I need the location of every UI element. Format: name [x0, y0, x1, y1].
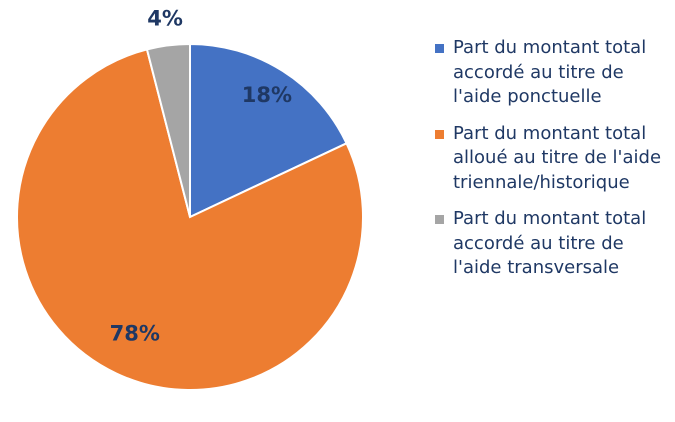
data-label: 18% [242, 83, 292, 107]
legend-item: Part du montant total alloué au titre de… [434, 122, 670, 196]
legend-item: Part du montant total accordé au titre d… [434, 207, 670, 281]
pie-slice [16, 48, 364, 391]
legend-swatch [435, 129, 444, 139]
pie-slice [189, 42, 348, 219]
legend-item: Part du montant total accordé au titre d… [434, 36, 670, 110]
legend: Part du montant total accordé au titre d… [434, 36, 670, 293]
pie-slice [145, 42, 191, 218]
legend-swatch [435, 215, 444, 224]
legend-label: Part du montant total alloué au titre de… [453, 122, 662, 193]
legend-swatch [435, 44, 444, 53]
legend-label: Part du montant total accordé au titre d… [453, 37, 647, 107]
data-label: 4% [147, 7, 183, 31]
pie-area: 18% 78% 4% [16, 7, 364, 391]
data-label: 78% [110, 321, 160, 345]
legend-label: Part du montant total accordé au titre d… [453, 208, 647, 278]
